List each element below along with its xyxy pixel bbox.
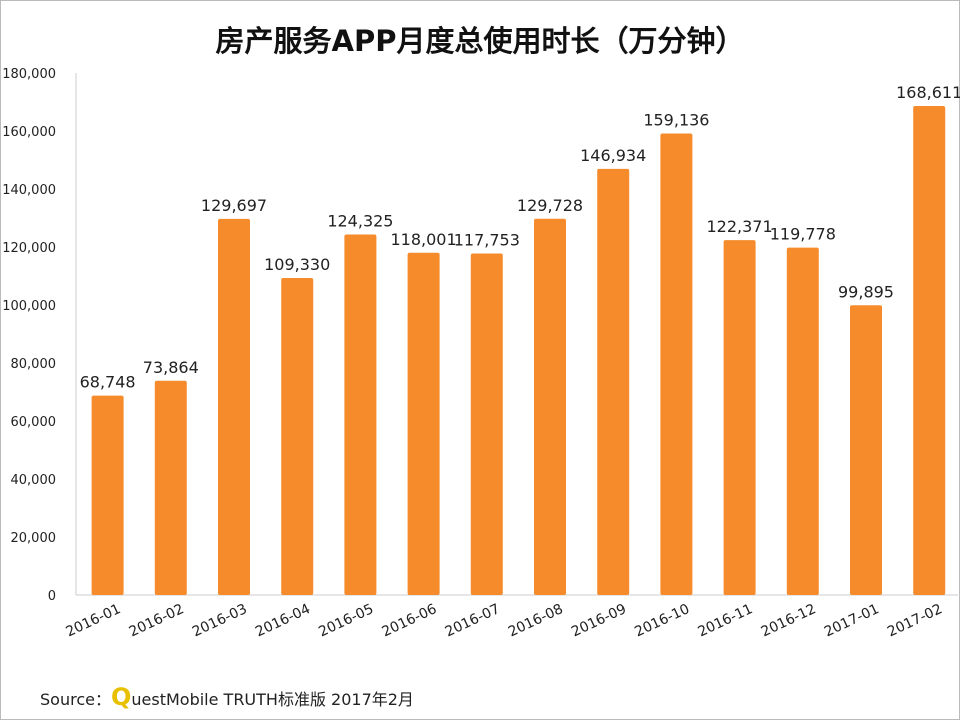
bar: [723, 240, 756, 596]
y-tick-label: 160,000: [2, 125, 56, 140]
data-label: 159,136: [643, 111, 709, 130]
data-label: 99,895: [838, 282, 894, 301]
y-tick-label: 40,000: [11, 473, 57, 488]
source-note: Source：QuestMobile TRUTH标准版 2017年2月: [40, 683, 414, 711]
bar: [154, 380, 187, 595]
bar: [786, 247, 819, 595]
data-label: 129,728: [517, 196, 583, 215]
bar: [344, 234, 377, 595]
data-label: 119,778: [770, 225, 836, 244]
data-label: 129,697: [201, 196, 267, 215]
questmobile-logo: Q: [110, 683, 132, 711]
chart-title: 房产服务APP月度总使用时长（万分钟）: [215, 24, 745, 58]
bar: [218, 218, 250, 595]
data-label: 124,325: [327, 211, 393, 230]
data-label: 146,934: [580, 146, 646, 165]
x-tick-label: 2016-05: [316, 601, 376, 640]
y-tick-label: 140,000: [2, 183, 56, 198]
y-tick-label: 120,000: [2, 241, 56, 256]
x-tick-label: 2016-12: [759, 601, 819, 640]
bar: [407, 252, 440, 595]
x-tick-label: 2016-09: [569, 601, 629, 640]
data-label: 73,864: [143, 358, 199, 377]
data-label: 117,753: [454, 231, 520, 250]
x-tick-label: 2016-11: [696, 601, 756, 640]
y-tick-label: 20,000: [11, 531, 57, 546]
bar: [534, 218, 566, 595]
bar: [281, 277, 314, 595]
bar: [850, 305, 882, 595]
y-tick-label: 100,000: [2, 299, 56, 314]
x-tick-label: 2016-08: [506, 601, 566, 640]
bar: [91, 395, 124, 595]
x-tick-label: 2016-02: [127, 601, 187, 640]
x-tick-label: 2016-06: [380, 601, 440, 640]
data-label: 68,748: [80, 373, 136, 392]
data-label: 118,001: [391, 230, 457, 249]
x-tick-label: 2016-10: [632, 601, 692, 640]
data-label: 168,611: [896, 83, 960, 102]
y-tick-label: 80,000: [11, 357, 57, 372]
data-label: 122,371: [707, 217, 773, 236]
x-tick-label: 2016-04: [253, 601, 313, 640]
bar: [913, 106, 946, 595]
bar: [470, 253, 503, 595]
y-tick-label: 180,000: [2, 67, 56, 82]
x-tick-label: 2016-03: [190, 601, 250, 640]
x-tick-label: 2016-01: [64, 601, 124, 640]
y-tick-label: 0: [48, 589, 56, 604]
bar: [597, 168, 630, 595]
data-label: 109,330: [264, 255, 330, 274]
source-text: uestMobile TRUTH标准版 2017年2月: [131, 690, 414, 709]
x-tick-label: 2017-01: [822, 601, 882, 640]
x-tick-label: 2016-07: [443, 601, 503, 640]
y-tick-label: 60,000: [11, 415, 57, 430]
x-tick-label: 2017-02: [885, 601, 945, 640]
bar: [660, 133, 693, 595]
source-prefix: Source：: [40, 690, 111, 709]
